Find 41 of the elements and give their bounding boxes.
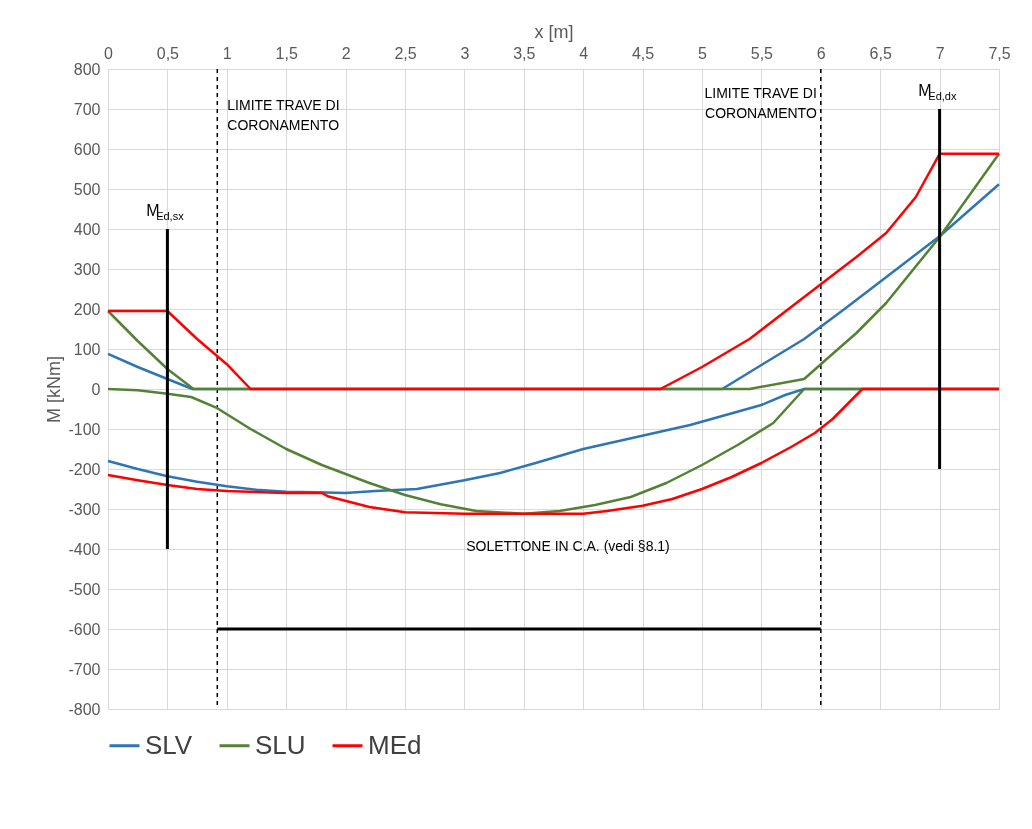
y-tick-label: -500 (68, 580, 101, 598)
y-tick-label: -100 (68, 420, 101, 438)
x-axis-title: x [m] (534, 21, 574, 42)
x-tick-label: 2 (341, 44, 351, 62)
x-tick-label: 5,5 (750, 44, 774, 62)
ref-line-label: LIMITE TRAVE DI CORONAMENTO (704, 85, 817, 121)
annotation: SOLETTONE IN C.A. (vedi §8.1) (466, 538, 670, 554)
x-tick-label: 6 (816, 44, 826, 62)
ref-line-label: LIMITE TRAVE DI CORONAMENTO (227, 97, 340, 133)
x-tick-label: 4 (579, 44, 589, 62)
x-tick-label: 5 (698, 44, 708, 62)
y-tick-label: -600 (68, 620, 101, 638)
x-tick-label: 0 (104, 44, 114, 62)
y-tick-label: -200 (68, 460, 101, 478)
y-tick-label: 800 (73, 60, 101, 78)
legend-label: SLU (255, 729, 306, 760)
y-tick-label: 100 (73, 340, 101, 358)
x-tick-label: 3 (460, 44, 470, 62)
y-tick-label: -800 (68, 700, 101, 718)
legend-label: SLV (145, 729, 193, 760)
y-tick-label: 300 (73, 260, 101, 278)
x-tick-label: 7 (935, 44, 945, 62)
x-tick-label: 0,5 (156, 44, 180, 62)
legend-label: MEd (368, 729, 422, 760)
y-tick-label: -300 (68, 500, 101, 518)
x-tick-label: 7,5 (988, 44, 1011, 62)
x-tick-label: 4,5 (631, 44, 655, 62)
y-tick-label: 200 (73, 300, 101, 318)
x-tick-label: 6,5 (869, 44, 892, 62)
x-tick-label: 3,5 (513, 44, 536, 62)
y-tick-label: 700 (73, 100, 101, 118)
y-tick-label: -400 (68, 540, 101, 558)
y-tick-label: 500 (73, 180, 101, 198)
y-axis-title: M [kNm] (44, 356, 65, 423)
y-tick-label: -700 (68, 660, 101, 678)
x-tick-label: 2,5 (394, 44, 417, 62)
y-tick-label: 600 (73, 140, 101, 158)
y-tick-label: 0 (91, 380, 101, 398)
x-tick-label: 1,5 (275, 44, 298, 62)
x-tick-label: 1 (222, 44, 232, 62)
y-tick-label: 400 (73, 220, 101, 238)
